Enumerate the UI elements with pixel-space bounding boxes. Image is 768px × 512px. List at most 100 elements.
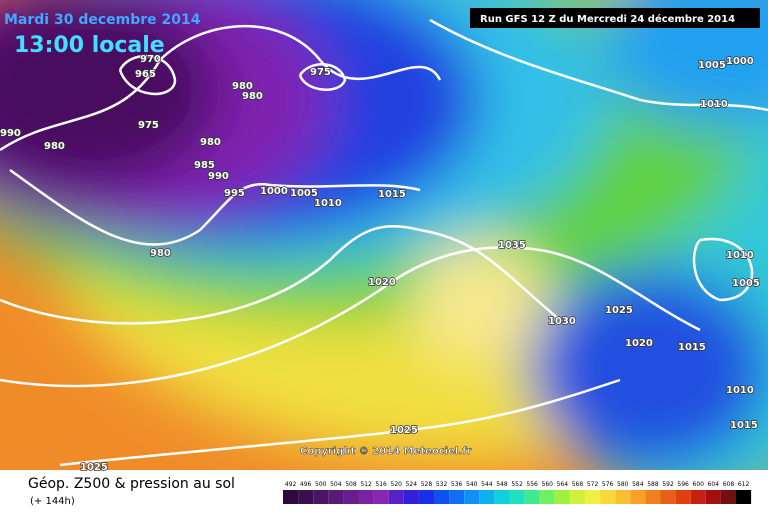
scale-swatch (615, 490, 631, 504)
scale-swatch (539, 490, 555, 504)
scale-label: 588 (647, 481, 659, 488)
isobar-label: 995 (224, 188, 245, 199)
isobar-label: 975 (138, 120, 159, 131)
isobar-label: 1010 (314, 198, 342, 209)
isobar-label: 970 (140, 54, 161, 65)
scale-swatch (328, 490, 344, 504)
scale-swatch (388, 490, 404, 504)
isobars (0, 18, 768, 467)
run: Run GFS 12 Z du Mercredi 24 décembre 201… (480, 13, 735, 25)
scale-swatch (358, 490, 374, 504)
scale-swatch (660, 490, 676, 504)
isobar-label: 980 (242, 91, 263, 102)
scale-swatch (373, 490, 389, 504)
scale-swatch (705, 490, 721, 504)
scale-label: 540 (466, 481, 478, 488)
scale-label: 612 (738, 481, 750, 488)
isobar-label: 1000 (260, 186, 288, 197)
scale-swatch (313, 490, 329, 504)
scale-label: 604 (708, 481, 720, 488)
isobar-label: 965 (135, 69, 156, 80)
scale-label: 524 (406, 481, 418, 488)
time: 13:00 locale (14, 33, 165, 58)
scale-label: 492 (285, 481, 297, 488)
isobar-label: 980 (200, 137, 221, 148)
scale-swatch (645, 490, 661, 504)
isobar-label: 1025 (80, 462, 108, 473)
legend-lead: (+ 144h) (30, 496, 75, 507)
isobar-label: 980 (44, 141, 65, 152)
isobar-label: 985 (194, 160, 215, 171)
scale-label: 600 (693, 481, 705, 488)
isobar-label: 1035 (498, 240, 526, 251)
scale-label: 584 (632, 481, 644, 488)
isobar-label: 1010 (726, 250, 754, 261)
scale-label: 568 (572, 481, 584, 488)
scale-swatch (403, 490, 419, 504)
scale-swatch (524, 490, 540, 504)
scale-label: 504 (330, 481, 342, 488)
scale-label: 508 (345, 481, 357, 488)
isobar-label: 1010 (700, 99, 728, 110)
isobar-label: 1020 (368, 277, 396, 288)
legend-title: Géop. Z500 & pression au sol (28, 476, 235, 492)
scale-swatch (494, 490, 510, 504)
scale-label: 496 (300, 481, 312, 488)
scale-label: 576 (602, 481, 614, 488)
date: Mardi 30 decembre 2014 (4, 12, 201, 28)
scale-swatch (464, 490, 480, 504)
scale-swatch (569, 490, 585, 504)
scale-swatch (479, 490, 495, 504)
copyright: Copyright © 2014 Meteociel.fr (300, 446, 471, 457)
scale-label: 564 (557, 481, 569, 488)
isobar-label: 1005 (732, 278, 760, 289)
scale-label: 596 (677, 481, 689, 488)
scale-label: 512 (360, 481, 372, 488)
isobar-label: 980 (232, 81, 253, 92)
scale-swatch (600, 490, 616, 504)
scale-label: 536 (451, 481, 463, 488)
isobar-label: 1020 (625, 338, 653, 349)
scale-label: 556 (526, 481, 538, 488)
scale-swatch (509, 490, 525, 504)
scale-label: 500 (315, 481, 327, 488)
scale-swatch (418, 490, 434, 504)
scale-swatch (554, 490, 570, 504)
scale-swatch (283, 490, 299, 504)
scale-swatch (720, 490, 736, 504)
scale-label: 548 (496, 481, 508, 488)
scale-label: 592 (662, 481, 674, 488)
isobar-label: 975 (310, 67, 331, 78)
scale-swatch (630, 490, 646, 504)
scale-label: 580 (617, 481, 629, 488)
run-box (470, 8, 760, 28)
scale-swatch (298, 490, 314, 504)
scale-label: 560 (542, 481, 554, 488)
isobar-label: 1015 (378, 189, 406, 200)
scale-swatch (449, 490, 465, 504)
scale-swatch (434, 490, 450, 504)
isobar-label: 1005 (698, 60, 726, 71)
isobar-label: 1015 (678, 342, 706, 353)
scale-label: 544 (481, 481, 493, 488)
scale-swatch (690, 490, 706, 504)
isobar-label: 990 (208, 171, 229, 182)
isobar-label: 990 (0, 128, 21, 139)
isobar-label: 1010 (726, 385, 754, 396)
isobar-label: 1015 (730, 420, 758, 431)
scale-swatch (736, 490, 752, 504)
scale-label: 528 (421, 481, 433, 488)
color-scale: 492 496 500 504 508 512 516 520 524 528 532 536 540 5… (283, 481, 752, 504)
scale-swatch (675, 490, 691, 504)
scale-label: 516 (375, 481, 387, 488)
isobar-label: 1000 (726, 56, 754, 67)
scale-label: 552 (511, 481, 523, 488)
scale-label: 520 (391, 481, 403, 488)
scale-label: 608 (723, 481, 735, 488)
scale-swatch (343, 490, 359, 504)
isobar-label: 1005 (290, 188, 318, 199)
scale-label: 532 (436, 481, 448, 488)
